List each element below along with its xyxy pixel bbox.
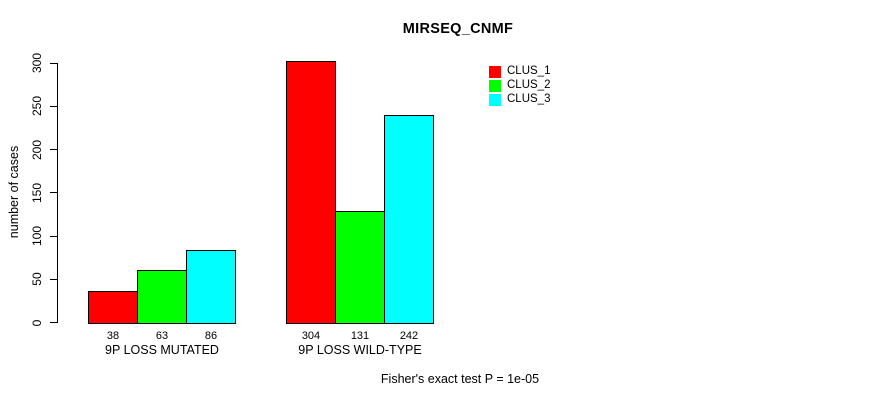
bar-value-label: 86 [204, 330, 218, 342]
y-axis-label: number of cases [7, 145, 21, 239]
bar-value-label: 304 [301, 330, 321, 342]
bar-clus_2-9p-loss-wild-type [335, 211, 385, 324]
y-axis-tick-label: 100 [29, 225, 44, 247]
legend-item-clus_3: CLUS_3 [489, 93, 550, 106]
bar-value-label: 131 [350, 330, 370, 342]
legend-item-clus_2: CLUS_2 [489, 79, 550, 92]
y-axis-tick-label: 50 [29, 272, 44, 286]
bar-clus_2-9p-loss-mutated [137, 270, 187, 324]
legend-label-clus_2: CLUS_2 [507, 79, 551, 91]
legend-swatch-clus_1 [489, 65, 501, 78]
y-axis-tick [50, 192, 57, 194]
bar-value-label: 242 [399, 330, 419, 342]
legend-swatch-clus_3 [489, 93, 501, 106]
bar-clus_3-9p-loss-wild-type [384, 115, 434, 324]
bar-clus_1-9p-loss-mutated [88, 291, 138, 324]
bar-value-label: 38 [106, 330, 120, 342]
bar-clus_1-9p-loss-wild-type [286, 61, 336, 324]
chart-title: MIRSEQ_CNMF [402, 21, 514, 37]
y-axis-line [57, 63, 58, 323]
legend-item-clus_1: CLUS_1 [489, 65, 550, 78]
legend-label-clus_3: CLUS_3 [507, 93, 551, 105]
y-axis-tick-label: 0 [29, 319, 44, 326]
y-axis-tick-label: 250 [29, 96, 44, 117]
y-axis-tick-label: 200 [29, 139, 44, 160]
y-axis-tick [50, 149, 57, 150]
y-axis-tick-label: 150 [29, 182, 44, 203]
y-axis-tick [50, 278, 57, 280]
y-axis-tick-label: 300 [29, 52, 44, 74]
y-axis-tick [50, 322, 57, 323]
bar-clus_3-9p-loss-mutated [186, 250, 236, 324]
y-axis-tick [50, 235, 57, 237]
legend: CLUS_1 CLUS_2 CLUS_3 [489, 65, 550, 106]
legend-swatch-clus_2 [489, 79, 501, 92]
y-axis-tick [50, 105, 57, 107]
category-label: 9P LOSS MUTATED [105, 343, 219, 357]
annotation-fishers-exact-test: Fisher's exact test P = 1e-05 [380, 372, 540, 386]
bar-value-label: 63 [155, 330, 169, 342]
y-axis-tick [50, 62, 57, 64]
legend-label-clus_1: CLUS_1 [507, 65, 551, 77]
category-label: 9P LOSS WILD-TYPE [298, 343, 422, 357]
